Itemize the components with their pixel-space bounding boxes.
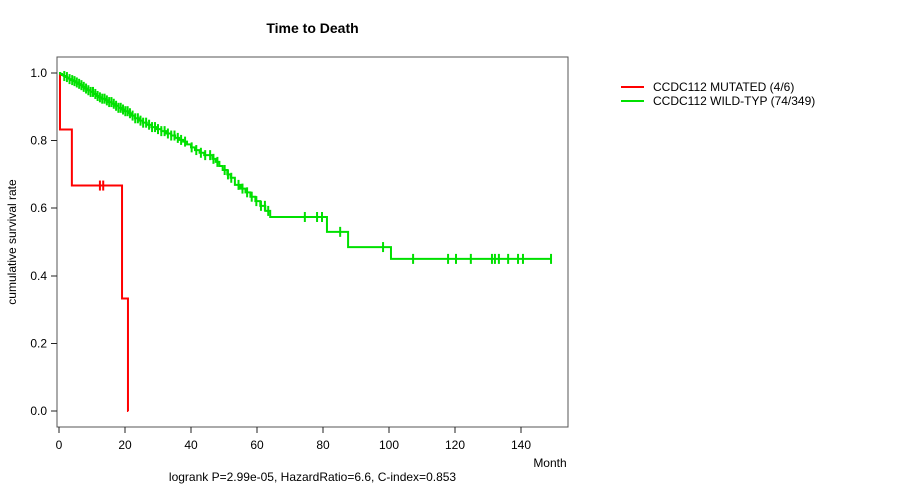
x-tick-label: 40 bbox=[184, 438, 198, 452]
legend-item-mutated: CCDC112 MUTATED (4/6) bbox=[621, 80, 815, 94]
plot-frame bbox=[56, 56, 569, 428]
x-tick-label: 140 bbox=[511, 438, 531, 452]
censor-marks-wildtype bbox=[63, 71, 553, 264]
y-tick-label: 0.0 bbox=[30, 404, 47, 418]
x-axis-label: Month bbox=[533, 456, 567, 470]
y-axis-ticks: 0.0 0.2 0.4 0.6 0.8 1.0 bbox=[30, 66, 57, 418]
legend: CCDC112 MUTATED (4/6) CCDC112 WILD-TYP (… bbox=[621, 80, 815, 108]
x-tick-label: 120 bbox=[445, 438, 465, 452]
x-tick-label: 0 bbox=[56, 438, 63, 452]
legend-line-mutated-icon bbox=[621, 86, 644, 88]
stats-annotation: logrank P=2.99e-05, HazardRatio=6.6, C-i… bbox=[168, 470, 457, 484]
x-tick-label: 60 bbox=[250, 438, 264, 452]
y-tick-label: 0.2 bbox=[30, 336, 47, 350]
y-tick-label: 1.0 bbox=[30, 66, 47, 80]
legend-label-mutated: CCDC112 MUTATED (4/6) bbox=[653, 80, 795, 94]
curve-wildtype bbox=[59, 72, 552, 260]
censor-marks-mutated bbox=[98, 180, 105, 191]
legend-label-wildtype: CCDC112 WILD-TYP (74/349) bbox=[653, 94, 816, 108]
x-axis-ticks: 0 20 40 60 80 100 120 140 bbox=[56, 427, 531, 452]
x-tick-label: 80 bbox=[316, 438, 330, 452]
chart-title: Time to Death bbox=[266, 20, 359, 36]
legend-line-wildtype-icon bbox=[621, 100, 644, 102]
x-tick-label: 100 bbox=[379, 438, 399, 452]
x-tick-label: 20 bbox=[118, 438, 132, 452]
y-tick-label: 0.4 bbox=[30, 269, 47, 283]
legend-item-wildtype: CCDC112 WILD-TYP (74/349) bbox=[621, 94, 815, 108]
y-tick-label: 0.8 bbox=[30, 134, 47, 148]
y-tick-label: 0.6 bbox=[30, 201, 47, 215]
curve-mutated bbox=[58, 72, 129, 412]
